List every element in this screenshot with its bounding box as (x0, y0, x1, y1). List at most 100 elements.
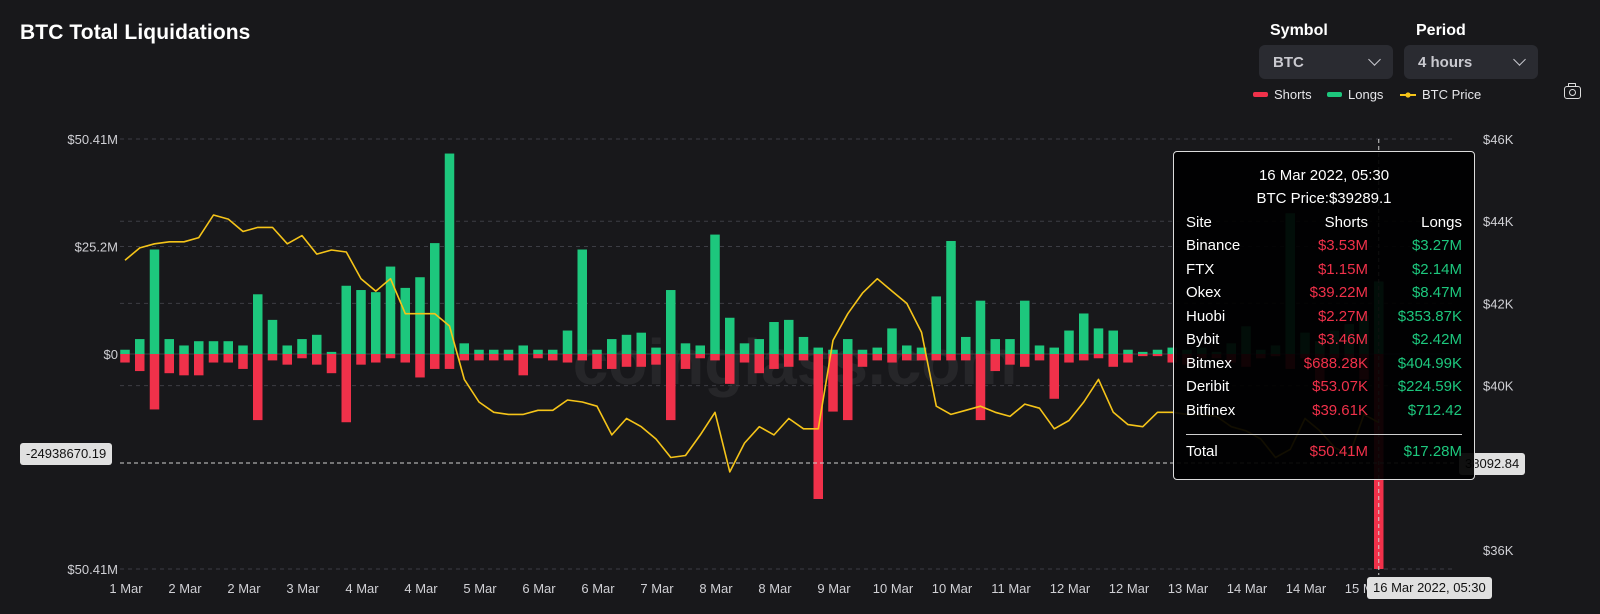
short-bar (548, 354, 558, 361)
short-bar (1108, 354, 1118, 367)
long-bar (415, 277, 425, 354)
x-tick-label: 5 Mar (463, 581, 497, 596)
tooltip-site-value: Bitfinex (1186, 401, 1236, 419)
short-bar (1167, 354, 1177, 363)
short-bar (341, 354, 351, 423)
tooltip-header-site: Site (1186, 214, 1212, 231)
short-bar (238, 354, 248, 369)
long-bar (990, 339, 1000, 354)
long-bar (577, 249, 587, 354)
long-bar (444, 153, 455, 354)
tooltip-site-value: Huobi (1186, 307, 1226, 325)
long-bar (651, 347, 661, 354)
tooltip-longs-value: $8.47M (1411, 284, 1462, 301)
x-tick-label: 10 Mar (873, 581, 914, 596)
short-bar (798, 354, 809, 361)
short-bar (562, 354, 573, 363)
shorts-swatch (1253, 92, 1268, 97)
tooltip-row: Bitfinex $39.61K $712.42 (1186, 402, 1462, 422)
x-tick-label: 6 Mar (581, 581, 615, 596)
tooltip-longs-value: $2.14M (1411, 260, 1462, 278)
tooltip-longs-value: $3.27M (1411, 237, 1462, 254)
crosshair-left-value: -24938670.19 (20, 443, 113, 465)
long-bar (887, 328, 897, 354)
btc-price-swatch (1400, 91, 1416, 98)
x-tick-label: 2 Mar (227, 581, 261, 596)
long-bar (385, 266, 396, 354)
short-bar (828, 354, 838, 412)
long-bar (1034, 345, 1045, 354)
x-tick-label: 4 Mar (345, 581, 379, 596)
btc-price-line (124, 214, 1380, 473)
y2-tick-label: $46K (1483, 132, 1514, 147)
long-bar (533, 349, 543, 354)
short-bar (459, 354, 469, 361)
y-tick-label: $0 (104, 347, 118, 362)
tooltip-header-row: Site Shorts Longs (1186, 214, 1462, 234)
x-tick-label: 4 Mar (404, 581, 438, 596)
short-bar (282, 354, 292, 365)
long-bar (371, 292, 381, 354)
legend-shorts[interactable]: Shorts (1253, 87, 1312, 102)
long-bar (120, 349, 130, 354)
period-select[interactable]: 4 hours (1404, 45, 1538, 79)
long-bar (267, 319, 278, 354)
long-bar (503, 349, 514, 354)
short-bar (400, 354, 410, 363)
long-bar (1093, 328, 1104, 354)
short-bar (946, 354, 956, 361)
long-bar (843, 339, 853, 354)
long-bar (916, 347, 927, 354)
symbol-select[interactable]: BTC (1259, 45, 1393, 79)
long-bar (1064, 330, 1074, 354)
long-bar (1167, 347, 1177, 354)
long-bar (356, 290, 366, 354)
short-bar (356, 354, 366, 365)
short-bar (1020, 354, 1030, 367)
x-tick-label: 10 Mar (932, 581, 973, 596)
long-bar (297, 339, 307, 354)
tooltip-row: Okex $39.22M $8.47M (1186, 284, 1462, 304)
legend-btc-price-label: BTC Price (1422, 87, 1482, 102)
short-bar (680, 354, 691, 369)
long-bar (474, 349, 484, 354)
legend-shorts-label: Shorts (1274, 87, 1312, 102)
tooltip-row: Bitmex $688.28K $404.99K (1186, 355, 1462, 375)
legend-btc-price[interactable]: BTC Price (1400, 87, 1481, 102)
x-tick-label: 11 Mar (991, 581, 1031, 596)
short-bar (961, 354, 971, 361)
long-bar (253, 294, 263, 354)
long-bar (946, 240, 956, 354)
long-bar (784, 319, 794, 354)
short-bar (489, 354, 499, 361)
symbol-value: BTC (1273, 53, 1304, 71)
short-bar (518, 354, 528, 376)
short-bar (621, 354, 632, 367)
tooltip-site-value: Okex (1186, 284, 1222, 301)
tooltip-site-value: Binance (1186, 237, 1241, 254)
x-tick-label: 3 Mar (286, 581, 320, 596)
tooltip-shorts-value: $2.27M (1317, 307, 1368, 325)
long-bar (739, 343, 750, 354)
short-bar (975, 354, 986, 421)
long-bar (208, 341, 219, 354)
camera-icon[interactable] (1564, 83, 1581, 99)
legend-longs[interactable]: Longs (1327, 87, 1383, 102)
short-bar (843, 354, 853, 421)
short-bar (872, 354, 882, 361)
tooltip-total-row: Total $50.41M $17.28M (1186, 443, 1462, 463)
short-bar (931, 354, 941, 361)
short-bar (916, 354, 927, 361)
long-bar (680, 343, 691, 354)
short-bar (695, 354, 705, 359)
tooltip-row: Binance $3.53M $3.27M (1186, 237, 1462, 257)
short-bar (149, 354, 160, 410)
symbol-label: Symbol (1270, 22, 1328, 39)
long-bar (518, 345, 528, 354)
long-bar (223, 341, 233, 354)
y-tick-label: $50.41M (67, 562, 118, 577)
x-tick-label: 1 Mar (109, 581, 143, 596)
period-label: Period (1416, 22, 1466, 39)
long-bar (666, 290, 676, 354)
tooltip-longs-value: $353.87K (1397, 307, 1462, 325)
